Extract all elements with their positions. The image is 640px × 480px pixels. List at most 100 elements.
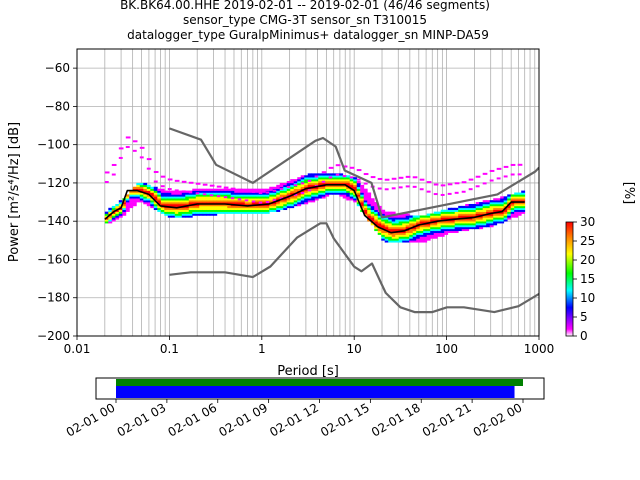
density-cell [461, 225, 466, 228]
density-cell [255, 202, 260, 205]
density-cell [202, 190, 207, 193]
density-cell [300, 181, 305, 184]
density-cell [171, 200, 176, 203]
density-cell [496, 219, 501, 222]
outlier-cell [181, 180, 187, 183]
density-cell [188, 215, 193, 218]
density-cell [223, 203, 228, 207]
y-tick-label: −80 [45, 99, 70, 113]
density-cell [444, 211, 449, 214]
density-cell [262, 198, 267, 201]
density-cell [248, 209, 253, 212]
density-cell [402, 223, 407, 226]
density-cell [465, 228, 470, 232]
density-cell [178, 203, 183, 207]
density-cell [405, 234, 410, 237]
density-cell [122, 202, 127, 205]
density-cell [132, 198, 137, 201]
density-cell [458, 221, 463, 224]
density-cell [458, 205, 463, 209]
density-cell [458, 223, 463, 226]
density-cell [164, 203, 169, 207]
density-cell [510, 200, 515, 203]
outlier-cell [307, 179, 313, 182]
density-cell [279, 203, 284, 207]
density-cell [108, 217, 113, 220]
density-cell [465, 207, 470, 211]
density-cell [227, 188, 232, 191]
density-cell [335, 186, 340, 189]
density-cell [213, 211, 218, 214]
density-cell [430, 215, 435, 218]
density-cell [321, 175, 326, 178]
density-cell [521, 205, 526, 209]
density-cell [500, 213, 505, 216]
density-cell [118, 215, 123, 218]
density-cell [174, 196, 179, 199]
outlier-cell [412, 185, 417, 188]
density-cell [398, 215, 403, 218]
density-cell [514, 202, 519, 205]
density-cell [213, 213, 218, 216]
density-cell [507, 198, 512, 201]
density-cell [188, 211, 193, 214]
density-cell [258, 188, 263, 191]
density-cell [437, 226, 442, 230]
density-cell [276, 202, 281, 205]
density-cell [251, 194, 256, 197]
density-cell [255, 198, 260, 201]
density-cell [335, 188, 340, 191]
outlier-cell [321, 180, 326, 183]
density-cell [318, 181, 323, 184]
density-cell [167, 194, 172, 197]
density-cell [423, 217, 428, 220]
outlier-cell [426, 181, 432, 184]
density-cell [321, 186, 326, 189]
density-cell [377, 221, 382, 224]
density-cell [437, 228, 442, 232]
density-cell [367, 202, 372, 205]
density-cell [489, 217, 494, 220]
density-cell [178, 192, 183, 195]
outlier-cell [209, 184, 215, 187]
density-cell [409, 234, 414, 237]
density-cell [192, 198, 197, 201]
density-cell [167, 192, 172, 195]
density-cell [461, 223, 466, 226]
density-cell [454, 225, 459, 228]
outlier-cell [321, 171, 327, 174]
density-cell [150, 188, 155, 191]
density-cell [461, 221, 466, 224]
density-cell [241, 194, 246, 197]
density-cell [517, 203, 522, 207]
density-cell [241, 207, 246, 211]
density-cell [353, 188, 358, 191]
density-cell [493, 207, 498, 211]
density-cell [297, 200, 302, 203]
density-cell [514, 200, 519, 203]
density-cell [335, 179, 340, 182]
density-cell [262, 209, 267, 212]
density-cell [181, 211, 186, 214]
density-cell [472, 217, 477, 220]
density-cell [339, 186, 344, 189]
density-cell [311, 196, 316, 199]
density-cell [227, 202, 232, 205]
density-cell [370, 215, 375, 218]
density-cell [216, 202, 221, 205]
density-cell [391, 236, 396, 239]
density-cell [209, 205, 214, 209]
density-cell [489, 215, 494, 218]
density-cell [391, 232, 396, 235]
density-cell [381, 209, 386, 212]
density-cell [188, 192, 193, 195]
density-cell [223, 200, 228, 203]
density-cell [153, 202, 158, 205]
density-cell [199, 196, 204, 199]
density-cell [332, 181, 337, 184]
density-cell [300, 186, 305, 189]
density-cell [335, 175, 340, 178]
density-cell [171, 207, 176, 211]
density-cell [500, 203, 505, 207]
density-cell [370, 203, 375, 207]
